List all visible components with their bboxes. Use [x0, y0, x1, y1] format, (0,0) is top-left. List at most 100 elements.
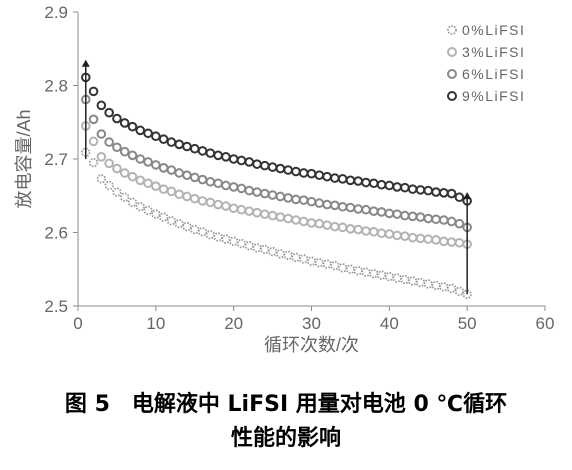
data-point [345, 224, 356, 234]
x-tick-label: 10 [146, 314, 165, 333]
data-point [112, 163, 122, 174]
data-point [88, 114, 99, 125]
data-point [314, 257, 324, 268]
legend-label: 0%LiFSI [462, 22, 525, 38]
data-point [221, 151, 231, 162]
data-point [228, 203, 239, 214]
legend-marker [447, 91, 457, 101]
data-point [182, 141, 192, 152]
data-point [182, 221, 192, 232]
data-point [283, 250, 293, 260]
data-point [361, 177, 371, 188]
data-point [407, 184, 418, 194]
series-2 [80, 121, 472, 250]
data-point [143, 178, 153, 189]
data-point [267, 210, 278, 221]
data-point [158, 184, 169, 194]
legend-marker [447, 25, 457, 35]
data-point [291, 166, 301, 177]
data-point [158, 212, 169, 222]
data-point [88, 136, 99, 147]
data-point [228, 154, 239, 164]
data-point [189, 172, 200, 183]
data-point [283, 193, 293, 203]
data-point [213, 232, 223, 242]
data-point [189, 193, 200, 204]
data-point [275, 163, 286, 174]
data-point [314, 218, 325, 229]
data-point [112, 142, 122, 153]
data-point [182, 170, 192, 180]
data-point [415, 185, 426, 195]
data-point [353, 224, 364, 235]
data-point [368, 206, 379, 216]
data-point [407, 276, 418, 286]
data-point [353, 204, 364, 214]
data-point [197, 146, 208, 156]
data-point [221, 234, 231, 244]
data-point [127, 150, 138, 161]
x-axis-title: 循环次数/次 [264, 335, 359, 355]
y-tick-label: 2.7 [44, 150, 68, 169]
data-point [283, 165, 293, 175]
data-point [119, 146, 130, 157]
data-point [291, 194, 301, 205]
data-point [267, 246, 278, 257]
data-point [260, 188, 270, 199]
arrow-head [81, 59, 90, 67]
data-point [330, 260, 340, 271]
data-point [400, 274, 410, 285]
x-tick-label: 50 [458, 314, 477, 333]
data-point [166, 216, 177, 226]
x-tick-label: 40 [380, 314, 399, 333]
data-point [119, 168, 130, 178]
data-point [213, 178, 223, 189]
data-point [306, 256, 317, 266]
data-point [135, 175, 146, 186]
data-point [228, 182, 239, 192]
data-point [322, 220, 332, 230]
data-point [291, 252, 301, 263]
arrow-layer [81, 59, 472, 295]
data-point [353, 176, 364, 186]
data-point [361, 267, 371, 277]
data-point [236, 155, 247, 166]
data-point [446, 237, 457, 247]
data-point [423, 185, 434, 196]
data-point [337, 201, 348, 212]
data-point [314, 198, 325, 208]
data-point [306, 196, 317, 207]
data-point [353, 266, 363, 276]
data-point [400, 231, 410, 241]
data-point [415, 277, 426, 288]
data-point [197, 196, 208, 206]
data-point [400, 182, 410, 193]
data-point [143, 157, 153, 167]
data-point [236, 204, 247, 215]
data-point [283, 213, 293, 224]
data-point [330, 173, 340, 183]
data-point [337, 174, 348, 184]
data-point [345, 175, 356, 186]
data-point [151, 160, 161, 170]
data-point [96, 129, 107, 139]
capacity-chart: 0 10 20 30 40 50 60 2.5 2.6 2.7 2.8 2.9 循环次数/次 放电容量/A… [14, 3, 554, 355]
data-point [260, 160, 270, 171]
data-point [197, 174, 208, 185]
data-point [104, 137, 114, 147]
data-point [407, 211, 418, 222]
y-tick-label: 2.8 [44, 77, 68, 96]
data-point [384, 229, 395, 239]
data-point [267, 190, 278, 200]
data-point [306, 218, 317, 228]
data-point [423, 234, 434, 244]
y-tick-label: 2.5 [44, 297, 68, 316]
data-point [275, 249, 286, 259]
data-point [384, 271, 395, 282]
data-point [299, 254, 309, 264]
data-point [244, 157, 255, 167]
data-point [119, 192, 130, 202]
data-point [205, 197, 216, 208]
data-point [275, 191, 286, 202]
